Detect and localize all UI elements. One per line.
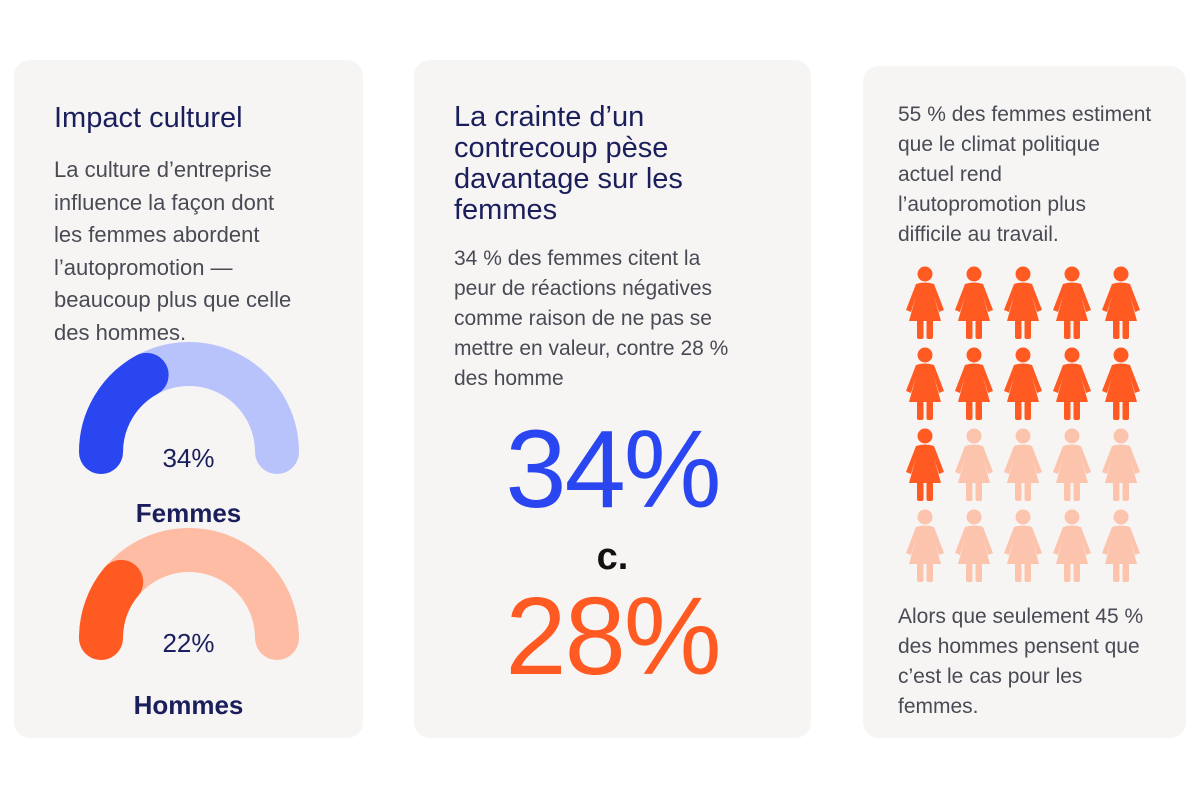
card-climat-politique: 55 % des femmes estiment que le climat p…	[863, 66, 1186, 738]
card-title: La crainte d’un contrecoup pèse davantag…	[454, 102, 784, 226]
gauge-series-label: Hommes	[133, 690, 244, 720]
person-icon	[1053, 428, 1091, 501]
body-line: peur de réactions négatives	[454, 277, 712, 300]
person-icon	[906, 428, 944, 501]
title-line: La crainte d’un	[454, 101, 645, 133]
title-line: davantage sur les	[454, 163, 683, 195]
body-line: femmes.	[898, 695, 979, 718]
body-line: que le climat politique	[898, 133, 1100, 156]
title-line: contrecoup pèse	[454, 132, 669, 164]
body-line: beaucoup plus que celle	[54, 287, 292, 312]
body-line: comme raison de ne pas se	[454, 307, 712, 330]
gauge-value-label: 22%	[162, 628, 215, 658]
body-line: des hommes pensent que	[898, 635, 1140, 658]
person-icon	[1053, 347, 1091, 420]
person-icon	[1102, 509, 1140, 582]
person-icon	[955, 266, 993, 339]
person-icon	[1004, 347, 1042, 420]
person-icon	[1004, 266, 1042, 339]
pictogram-women	[906, 266, 1140, 582]
gauge-femmes	[79, 342, 299, 474]
body-line: influence la façon dont	[54, 189, 275, 215]
person-icon	[906, 347, 944, 420]
body-line: des homme	[454, 367, 564, 390]
body-line: Alors que seulement 45 %	[898, 605, 1144, 628]
title-line: femmes	[454, 194, 558, 226]
body-line: c’est le cas pour les	[898, 665, 1083, 688]
person-icon	[955, 428, 993, 501]
person-icon	[1053, 266, 1091, 339]
card-body: 34 % des femmes citent la peur de réacti…	[454, 244, 774, 394]
card-crainte-contrecoup: La crainte d’un contrecoup pèse davantag…	[414, 60, 811, 738]
person-icon	[1102, 347, 1140, 420]
comparison-separator: c.	[596, 536, 629, 578]
person-icon	[906, 509, 944, 582]
person-icon	[1102, 266, 1140, 339]
gauge-value-label: 34%	[162, 443, 215, 473]
person-icon	[1053, 509, 1091, 582]
gauge-hommes	[79, 528, 299, 660]
body-line: l’autopromotion —	[54, 254, 233, 280]
person-icon	[1004, 509, 1042, 582]
gauge-series-label: Femmes	[135, 498, 242, 528]
person-icon	[955, 509, 993, 582]
card-body-top: 55 % des femmes estiment que le climat p…	[898, 100, 1188, 250]
body-line: actuel rend	[898, 163, 1002, 186]
card-title: Impact culturel	[54, 102, 243, 134]
card-body: La culture d’entreprise influence la faç…	[54, 154, 354, 349]
big-stat-hommes: 28%	[505, 575, 721, 698]
body-line: 55 % des femmes estiment	[898, 103, 1152, 126]
person-icon	[1004, 428, 1042, 501]
body-line: 34 % des femmes citent la	[454, 247, 701, 270]
body-line: les femmes abordent	[54, 222, 260, 247]
person-icon	[1102, 428, 1140, 501]
body-line: La culture d’entreprise	[54, 157, 272, 182]
body-line: des hommes.	[54, 319, 187, 345]
body-line: mettre en valeur, contre 28 %	[454, 337, 729, 360]
card-body-bottom: Alors que seulement 45 % des hommes pens…	[898, 602, 1188, 722]
card-impact-culturel: Impact culturel La culture d’entreprise …	[14, 60, 363, 738]
person-icon	[955, 347, 993, 420]
body-line: l’autopromotion plus	[898, 193, 1086, 216]
big-stat-femmes: 34%	[505, 408, 721, 531]
person-icon	[906, 266, 944, 339]
body-line: difficile au travail.	[898, 223, 1059, 246]
gauge-fill	[79, 352, 169, 474]
gauge-fill	[79, 559, 144, 660]
